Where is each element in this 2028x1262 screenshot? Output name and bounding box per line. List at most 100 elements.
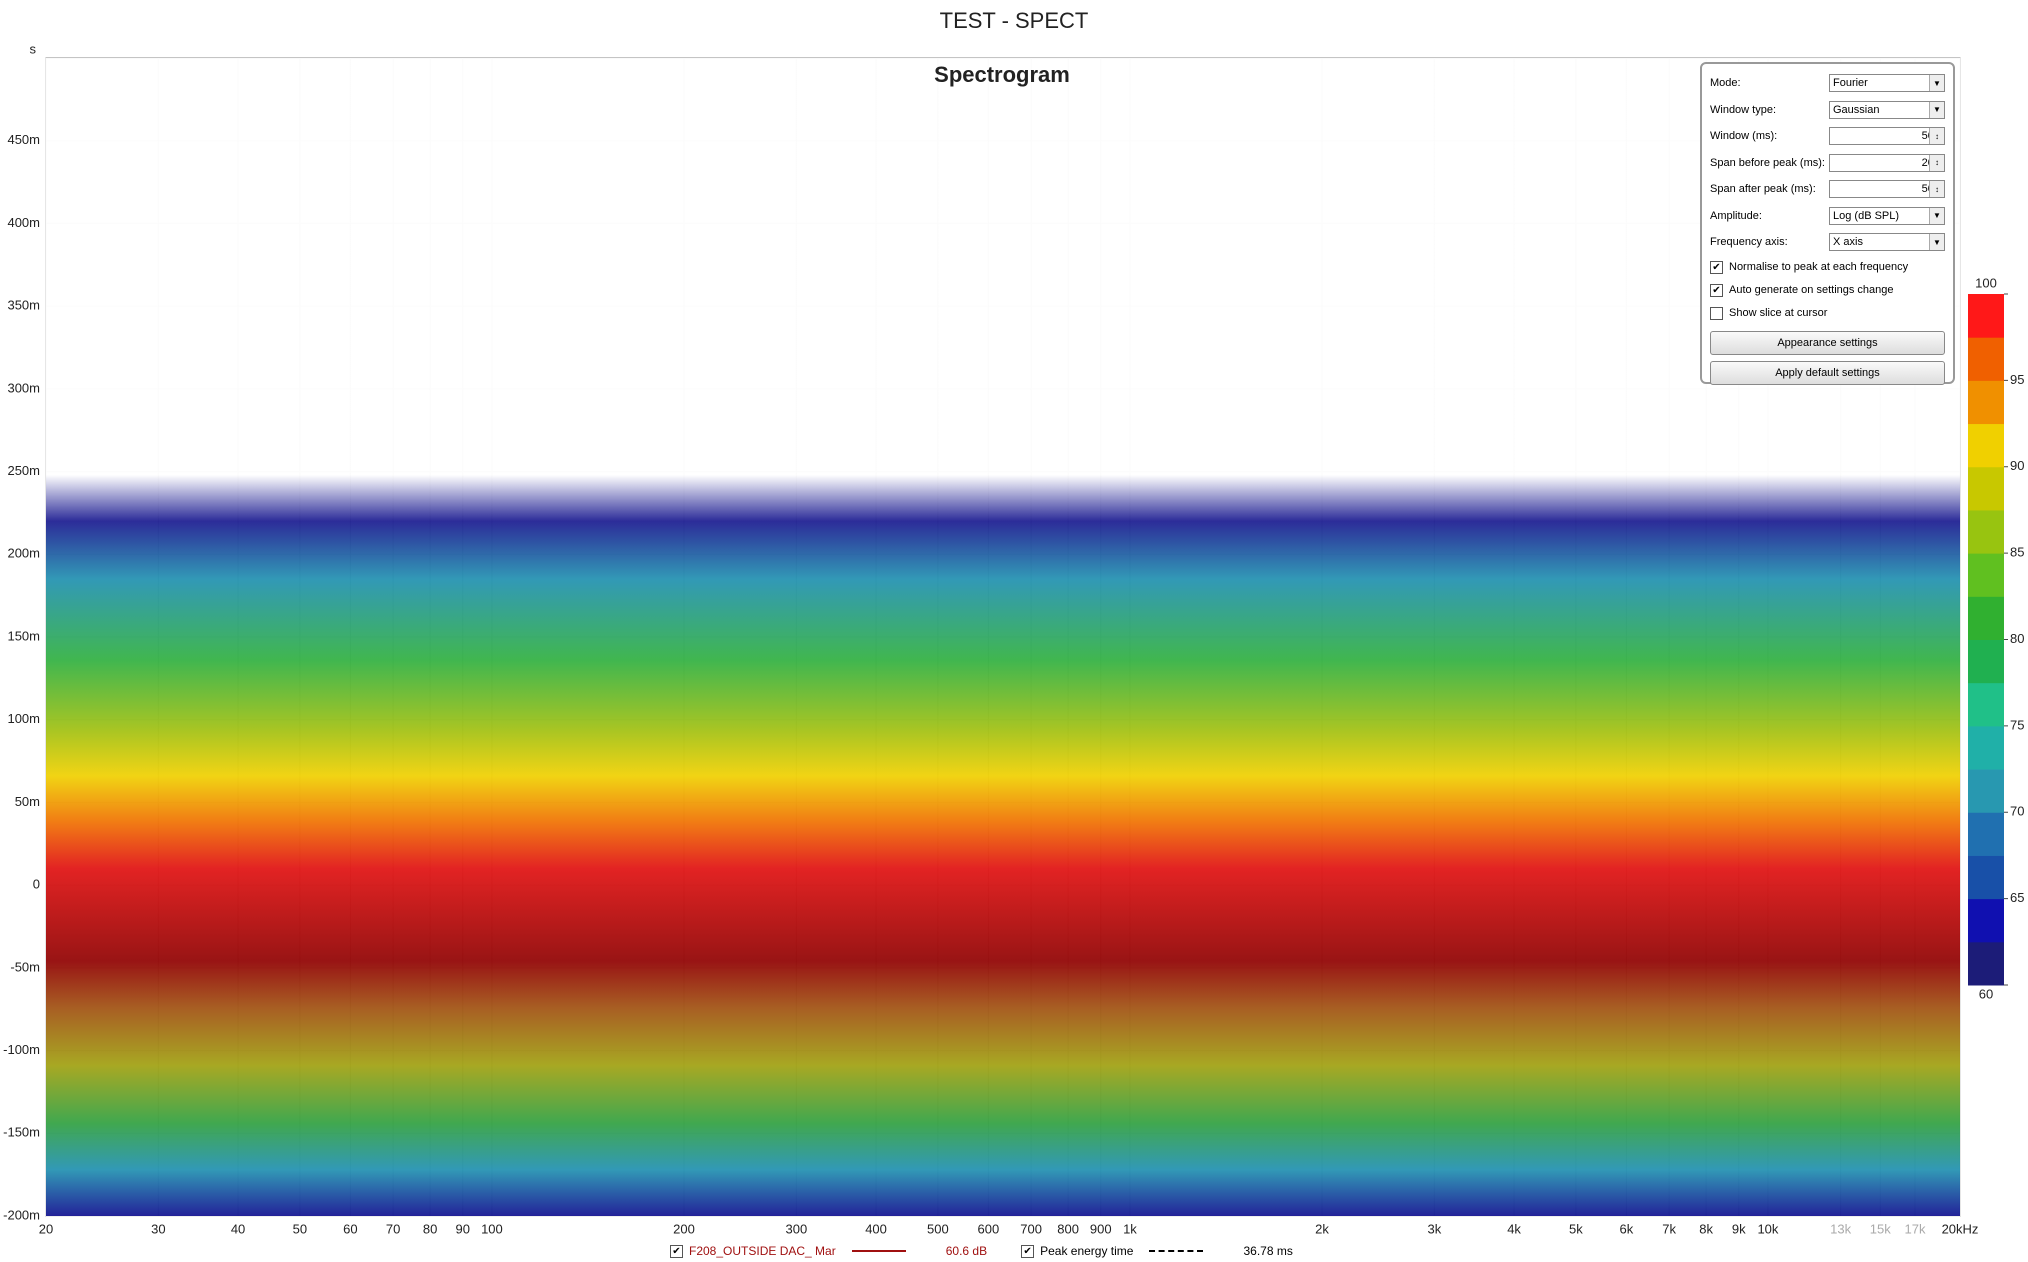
legend-name: F208_OUTSIDE DAC_ Mar (689, 1244, 836, 1258)
field-label: Window type: (1710, 103, 1777, 116)
x-tick-label: 7k (1662, 1221, 1676, 1236)
y-tick-label: -200m (3, 1207, 40, 1222)
colorbar-band (1968, 553, 2004, 597)
settings-panel: Mode: Fourier ▼ Window type: Gaussian ▼ Window… (1700, 62, 1955, 385)
arrow: ▼ (1929, 234, 1944, 251)
colorbar-band (1968, 294, 2004, 338)
x-tick-label: 6k (1620, 1221, 1634, 1236)
y-tick-label: 0 (33, 877, 40, 892)
x-tick-label: 300 (785, 1221, 807, 1236)
field-value: Fourier (1833, 77, 1868, 90)
x-tick-label: 3k (1427, 1221, 1441, 1236)
checkbox[interactable] (1710, 306, 1723, 320)
colorbar-tick-label: 70 (2010, 804, 2024, 819)
chart-title: Spectrogram (934, 62, 1070, 87)
x-tick-label: 800 (1057, 1221, 1079, 1236)
colorbar-band (1968, 639, 2004, 684)
field-label: Frequency axis: (1710, 236, 1788, 249)
x-tick-label: 20kHz (1942, 1221, 1979, 1236)
spin-box[interactable]: 200↕ (1829, 153, 1945, 172)
y-tick-label: 100m (7, 711, 40, 726)
y-tick-label: 200m (7, 546, 40, 561)
checkbox-row: ✔ Normalise to peak at each frequency (1710, 256, 1945, 279)
colorbar-tick-label: 75 (2010, 717, 2024, 732)
button[interactable]: Apply default settings (1710, 360, 1945, 385)
x-tick-label: 500 (927, 1221, 949, 1236)
field-value: X axis (1833, 236, 1863, 249)
dropdown[interactable]: X axis ▼ (1829, 233, 1945, 252)
legend-value: 60.6 dB (945, 1244, 988, 1258)
y-tick-label: 50m (15, 794, 40, 809)
x-tick-label: 30 (151, 1221, 165, 1236)
field-label: Span before peak (ms): (1710, 156, 1825, 169)
colorbar-tick-label: 60 (1979, 986, 1993, 1001)
y-tick-label: 150m (7, 628, 40, 643)
window-title: TEST - SPECT (940, 8, 1089, 33)
arrow: ↕ (1929, 154, 1944, 171)
field-value: Log (dB SPL) (1833, 209, 1900, 222)
x-tick-label: 40 (231, 1221, 245, 1236)
checkbox[interactable]: ✔ (1710, 260, 1723, 274)
field-label: Amplitude: (1710, 209, 1762, 222)
x-tick-label: 2k (1315, 1221, 1329, 1236)
x-tick-label: 600 (978, 1221, 1000, 1236)
y-tick-label: 250m (7, 463, 40, 478)
colorbar-tick-label: 80 (2010, 631, 2024, 646)
settings-row: Mode: Fourier ▼ (1710, 70, 1945, 97)
button[interactable]: Appearance settings (1710, 330, 1945, 355)
y-tick-label: 450m (7, 132, 40, 147)
dropdown[interactable]: Gaussian ▼ (1829, 100, 1945, 119)
spin-box[interactable]: 500↕ (1829, 180, 1945, 199)
x-tick-label: 17k (1904, 1221, 1925, 1236)
spectrogram-image (46, 58, 1960, 1216)
x-tick-label: 90 (456, 1221, 470, 1236)
dropdown[interactable]: Fourier ▼ (1829, 74, 1945, 93)
x-tick-label: 900 (1090, 1221, 1112, 1236)
x-tick-label: 70 (386, 1221, 400, 1236)
colorbar-band (1968, 337, 2004, 381)
legend-item: ✔ F208_OUTSIDE DAC_ Mar 60.6 dB (670, 1244, 987, 1258)
spin-box[interactable]: 500↕ (1829, 127, 1945, 146)
x-tick-label: 15k (1870, 1221, 1891, 1236)
checkbox-label: Auto generate on settings change (1729, 284, 1894, 296)
field-label: Window (ms): (1710, 130, 1778, 143)
y-tick-label: 350m (7, 298, 40, 313)
field-value: Gaussian (1833, 103, 1880, 116)
colorbar-tick-label: 85 (2010, 545, 2024, 560)
dropdown[interactable]: Log (dB SPL) ▼ (1829, 206, 1945, 225)
checkbox-label: Normalise to peak at each frequency (1729, 261, 1909, 273)
colorbar-band (1968, 380, 2004, 425)
colorbar-band (1968, 596, 2004, 640)
x-tick-label: 8k (1699, 1221, 1713, 1236)
field-label: Span after peak (ms): (1710, 183, 1816, 196)
colorbar-band (1968, 941, 2004, 986)
settings-row: Amplitude: Log (dB SPL) ▼ (1710, 203, 1945, 230)
checkbox[interactable]: ✔ (1710, 283, 1723, 297)
legend-checkbox[interactable]: ✔ (670, 1244, 683, 1258)
x-tick-label: 400 (865, 1221, 887, 1236)
x-tick-label: 80 (423, 1221, 437, 1236)
arrow: ↕ (1929, 128, 1944, 145)
arrow: ▼ (1929, 207, 1944, 224)
settings-row: Span before peak (ms): 200↕ (1710, 150, 1945, 177)
x-tick-label: 4k (1507, 1221, 1521, 1236)
legend-checkbox[interactable]: ✔ (1021, 1244, 1035, 1258)
colorbar-band (1968, 769, 2004, 813)
x-tick-label: 13k (1830, 1221, 1851, 1236)
arrow: ↕ (1929, 181, 1944, 198)
checkbox-label: Show slice at cursor (1729, 307, 1828, 319)
settings-row: Window type: Gaussian ▼ (1710, 97, 1945, 124)
checkbox-row: ✔ Auto generate on settings change (1710, 279, 1945, 302)
y-tick-label: 300m (7, 380, 40, 395)
legend-value: 36.78 ms (1243, 1244, 1293, 1258)
colorbar-band (1968, 509, 2004, 554)
colorbar-band (1968, 682, 2004, 727)
colorbar-band (1968, 898, 2004, 943)
arrow: ▼ (1929, 75, 1944, 92)
legend-swatch (851, 1250, 906, 1252)
colorbar-band (1968, 725, 2004, 770)
colorbar-band (1968, 466, 2004, 511)
checkbox-row: Show slice at cursor (1710, 302, 1945, 325)
